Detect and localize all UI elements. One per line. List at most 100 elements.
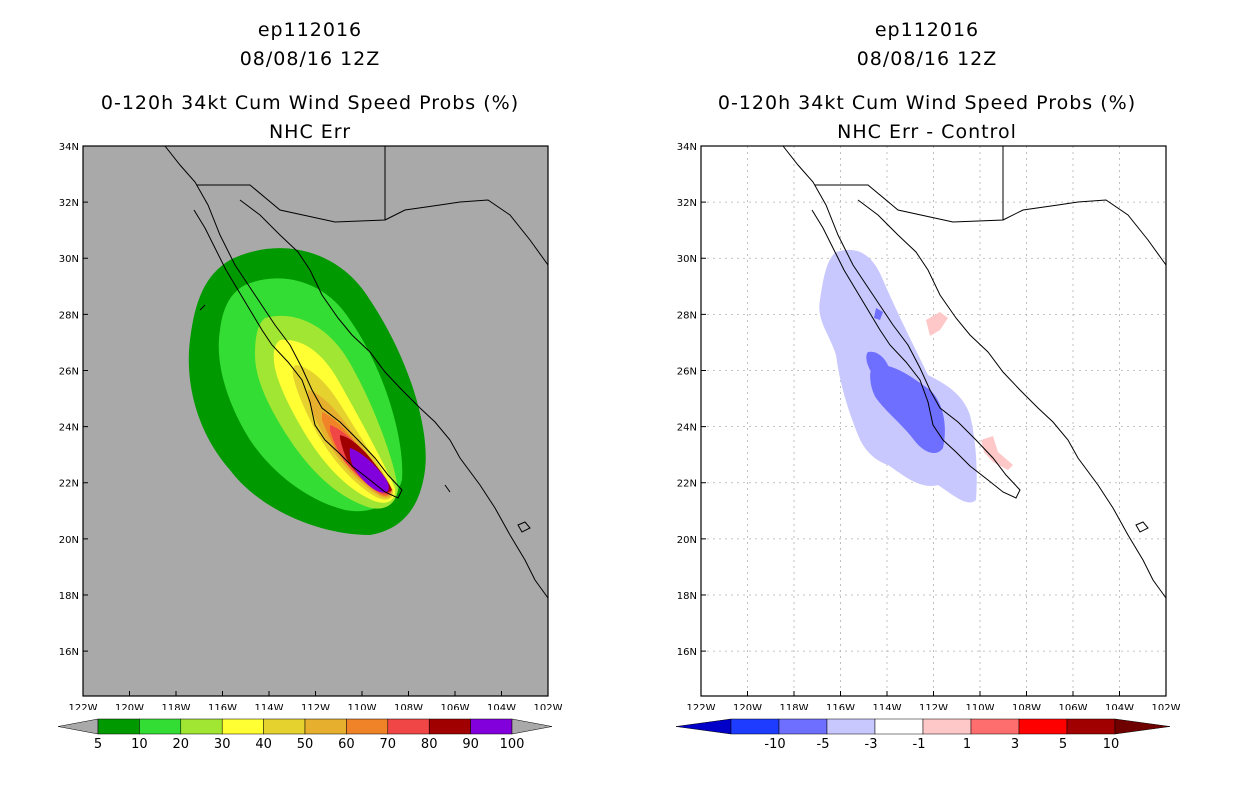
- lat-label: 22N: [677, 479, 697, 490]
- lat-label: 22N: [59, 479, 79, 490]
- colorbar-box: [97, 718, 140, 735]
- colorbar-label: 10: [1103, 737, 1120, 752]
- colorbar-box: [730, 718, 780, 735]
- colorbar-label: 50: [297, 737, 314, 752]
- right-product-title: 0-120h 34kt Cum Wind Speed Probs (%): [717, 92, 1137, 114]
- colorbar-box: [922, 718, 972, 735]
- colorbar-end-triangle: [57, 718, 99, 735]
- colorbar-label: 5: [1059, 737, 1067, 752]
- lon-label: 118W: [162, 703, 191, 710]
- colorbar-label: 80: [421, 737, 438, 752]
- colorbar-label: 70: [380, 737, 397, 752]
- lon-label: 112W: [919, 703, 948, 710]
- colorbar-box: [180, 718, 223, 735]
- lon-label: 122W: [69, 703, 98, 710]
- left-storm-id: ep112016: [257, 19, 363, 41]
- lat-label: 24N: [59, 423, 79, 434]
- lat-label: 28N: [677, 310, 697, 321]
- lon-label: 122W: [687, 703, 716, 710]
- lon-label: 120W: [733, 703, 762, 710]
- left-lon-labels: 122W 120W 118W 116W 114W 112W 110W 108W 106W 104W…: [69, 691, 563, 710]
- lon-label: 112W: [301, 703, 330, 710]
- lon-label: 104W: [1105, 703, 1134, 710]
- colorbar-box: [387, 718, 430, 735]
- lon-label: 118W: [780, 703, 809, 710]
- colorbar-box: [139, 718, 182, 735]
- lon-label: 114W: [255, 703, 284, 710]
- left-product-title: 0-120h 34kt Cum Wind Speed Probs (%): [100, 92, 520, 114]
- right-difference-contours: [819, 249, 1013, 503]
- colorbar-label: 3: [1011, 737, 1019, 752]
- right-storm-id: ep112016: [874, 19, 980, 41]
- right-subtitle: NHC Err - Control: [837, 121, 1017, 143]
- lon-label: 102W: [1152, 703, 1181, 710]
- left-coastlines: [164, 145, 549, 599]
- colorbar-box: [263, 718, 306, 735]
- colorbar-box: [1018, 718, 1068, 735]
- lat-label: 32N: [677, 198, 697, 209]
- lat-label: 16N: [677, 647, 697, 658]
- left-probability-contours: [188, 248, 426, 535]
- lon-label: 102W: [534, 703, 563, 710]
- colorbar-label: 30: [214, 737, 231, 752]
- colorbar-box: [970, 718, 1020, 735]
- colorbar-end-triangle: [1114, 718, 1171, 735]
- colorbar-label: -3: [865, 737, 878, 752]
- lat-label: 18N: [59, 591, 79, 602]
- colorbar-label: 1: [963, 737, 971, 752]
- lon-label: 106W: [441, 703, 470, 710]
- lon-label: 114W: [873, 703, 902, 710]
- lon-label: 110W: [966, 703, 995, 710]
- lat-label: 32N: [59, 198, 79, 209]
- colorbar-box: [470, 718, 513, 735]
- colorbar-label: -10: [764, 737, 785, 752]
- lon-label: 116W: [826, 703, 855, 710]
- lon-label: 106W: [1059, 703, 1088, 710]
- left-subtitle: NHC Err: [268, 121, 352, 143]
- colorbar-box: [778, 718, 828, 735]
- lon-label: 120W: [115, 703, 144, 710]
- lat-label: 34N: [677, 142, 697, 153]
- colorbar-label: -1: [913, 737, 926, 752]
- colorbar-box: [826, 718, 876, 735]
- lat-label: 20N: [59, 535, 79, 546]
- colorbar-box: [346, 718, 389, 735]
- lat-label: 34N: [59, 142, 79, 153]
- left-colorbar: 5 10 20 30 40 50 60 70 80 90 100: [57, 718, 553, 752]
- right-colorbar: -10 -5 -3 -1 1 3 5 10: [675, 718, 1171, 752]
- colorbar-label: 5: [94, 737, 102, 752]
- colorbar-box: [221, 718, 264, 735]
- lat-label: 24N: [677, 423, 697, 434]
- colorbar-label: -5: [817, 737, 830, 752]
- colorbar-label: 20: [173, 737, 190, 752]
- colorbar-box: [304, 718, 347, 735]
- right-lat-labels: 34N 32N 30N 28N 26N 24N 22N 20N 18N 16N: [677, 142, 706, 658]
- lat-label: 28N: [59, 310, 79, 321]
- lat-label: 30N: [59, 254, 79, 265]
- lat-label: 16N: [59, 647, 79, 658]
- colorbar-label: 90: [462, 737, 479, 752]
- lon-label: 108W: [1012, 703, 1041, 710]
- right-lon-labels: 122W 120W 118W 116W 114W 112W 110W 108W 106W 104W…: [687, 691, 1181, 710]
- colorbar-label: 10: [131, 737, 148, 752]
- lat-label: 26N: [677, 366, 697, 377]
- left-datetime: 08/08/16 12Z: [239, 48, 381, 70]
- colorbar-label: 40: [255, 737, 272, 752]
- colorbar-end-triangle: [675, 718, 732, 735]
- lat-label: 30N: [677, 254, 697, 265]
- left-lat-labels: 34N 32N 30N 28N 26N 24N 22N 20N 18N 16N: [59, 142, 88, 658]
- lon-label: 104W: [487, 703, 516, 710]
- colorbar-box: [428, 718, 471, 735]
- colorbar-box: [1066, 718, 1116, 735]
- lon-label: 116W: [208, 703, 237, 710]
- colorbar-box: [874, 718, 924, 735]
- lat-label: 26N: [59, 366, 79, 377]
- lat-label: 18N: [677, 591, 697, 602]
- lon-label: 110W: [348, 703, 377, 710]
- right-datetime: 08/08/16 12Z: [856, 48, 998, 70]
- colorbar-label: 60: [338, 737, 355, 752]
- lon-label: 108W: [394, 703, 423, 710]
- right-coastlines: [782, 145, 1167, 599]
